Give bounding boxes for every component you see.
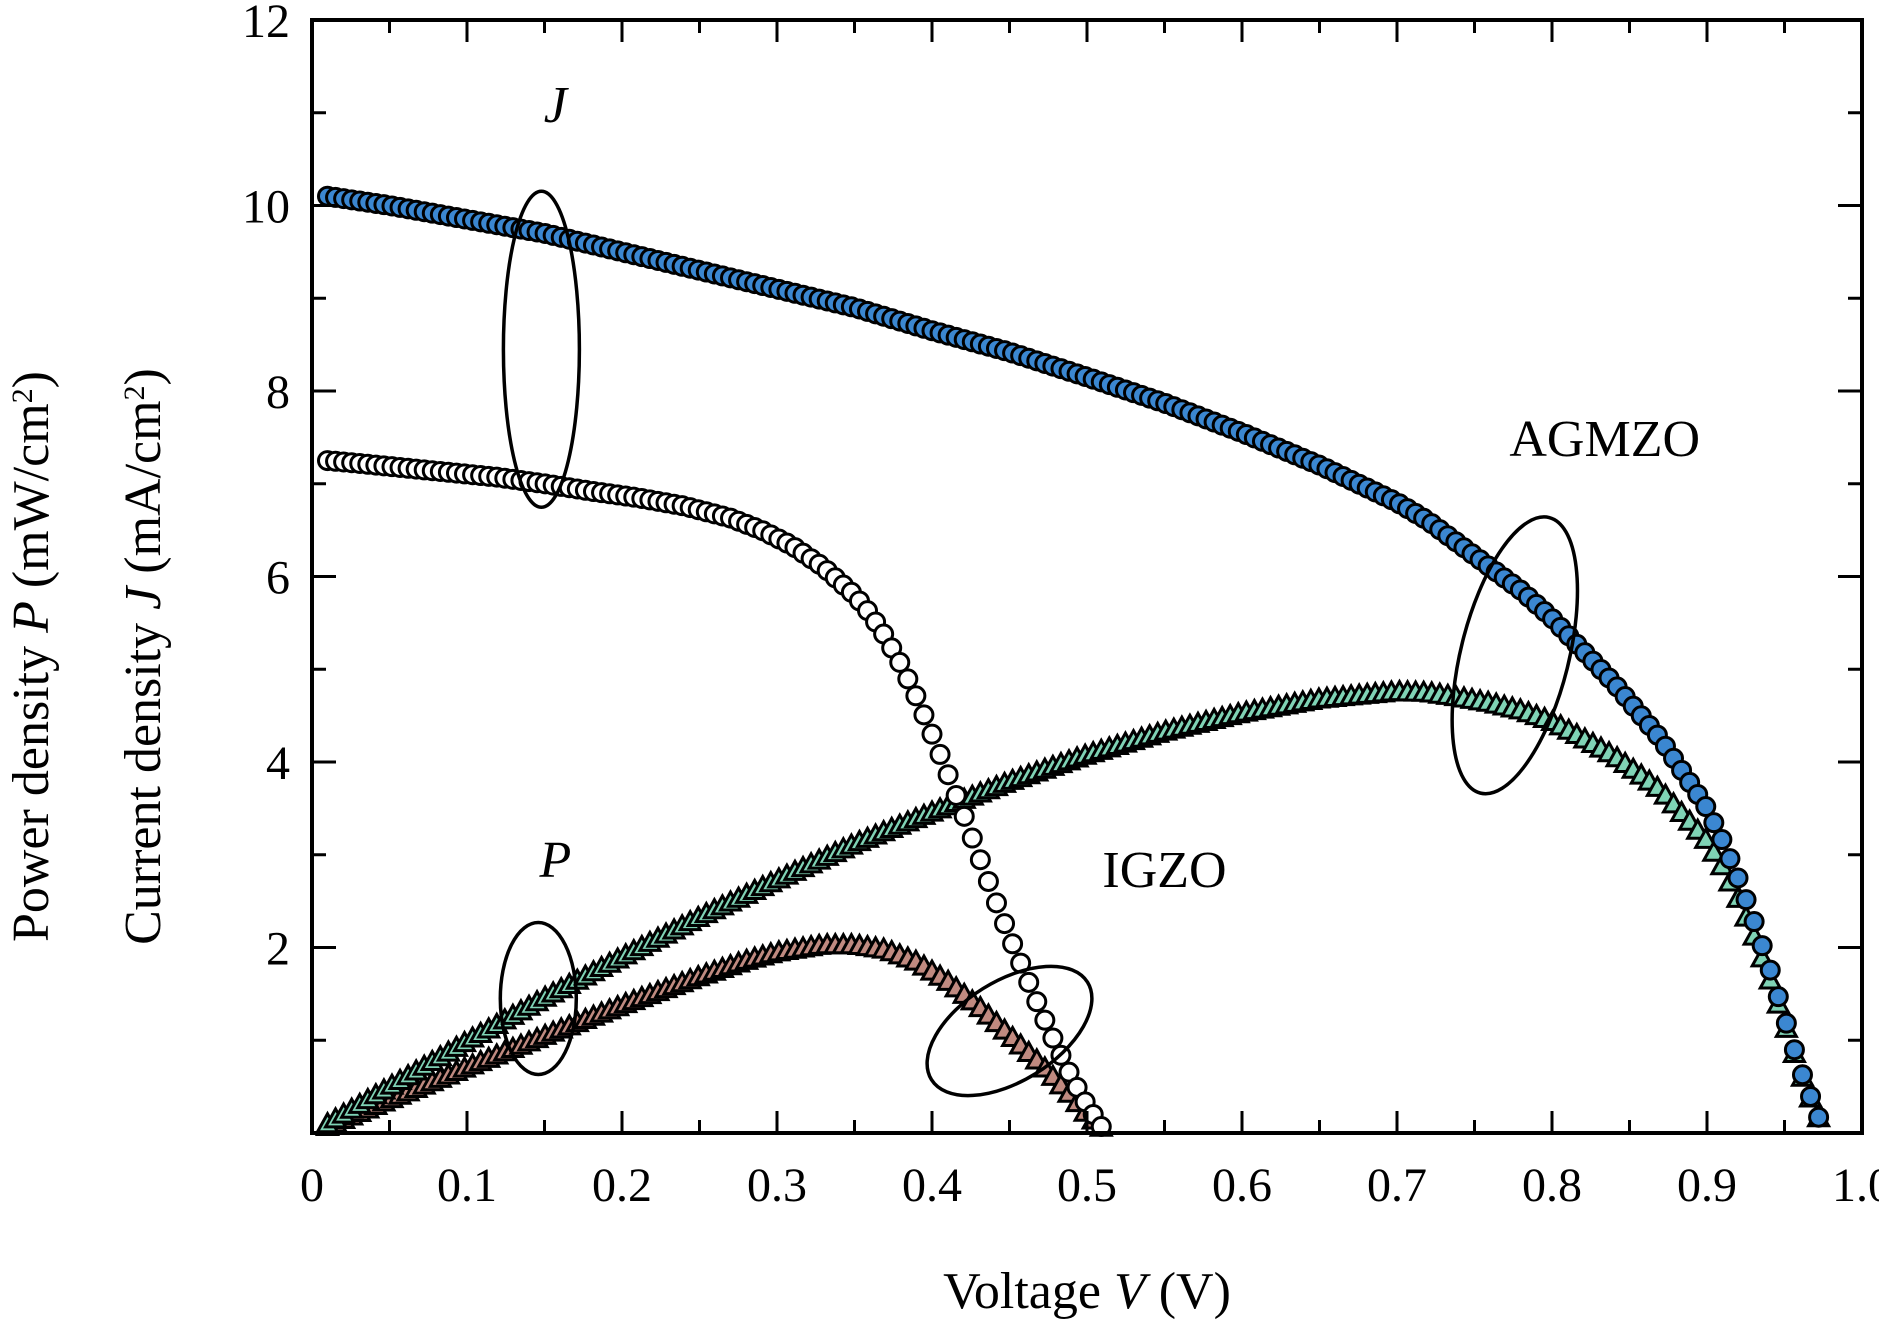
y-tick-label: 6 [266, 552, 290, 605]
data-point [1743, 911, 1765, 933]
x-tick-label: 1.0 [1832, 1159, 1879, 1212]
y-axis-title-sup: 2 [6, 388, 39, 403]
data-point [1759, 959, 1781, 981]
data-point [969, 849, 991, 871]
data-point [953, 805, 975, 827]
annotation-j: J [544, 77, 570, 134]
annotation-p: P [538, 832, 571, 889]
y-axis-title-unit: (mW/cm [3, 403, 60, 601]
annotation-igzo: IGZO [1102, 842, 1226, 899]
series-agmzo-J [317, 185, 1830, 1128]
annotation-ellipse [498, 920, 579, 1077]
x-axis-title-prefix: Voltage [943, 1263, 1114, 1320]
y-tick-label: 2 [266, 923, 290, 976]
y-tick-label: 4 [266, 737, 290, 790]
series-igzo-P [314, 931, 1114, 1137]
data-point [1800, 1085, 1822, 1107]
y-axis-title-prefix: Current density [115, 610, 172, 945]
data-point [977, 870, 999, 892]
y-tick-label: 8 [266, 366, 290, 419]
data-point [1727, 867, 1749, 889]
data-point [1791, 1064, 1813, 1086]
x-tick-label: 0.6 [1212, 1159, 1272, 1212]
data-point [889, 651, 911, 673]
data-point [1783, 1039, 1805, 1061]
data-point [1034, 1009, 1056, 1031]
data-point [1026, 991, 1048, 1013]
annotation-ellipse [501, 189, 582, 510]
data-point [929, 743, 951, 765]
y-axis-title-close: ) [115, 368, 172, 385]
series-igzo-J [317, 450, 1112, 1138]
x-tick-label: 0.8 [1522, 1159, 1582, 1212]
annotation-ellipse [1450, 515, 1580, 796]
data-point [913, 704, 935, 726]
y-axis-title-close: ) [3, 371, 60, 388]
data-point [1735, 889, 1757, 911]
y-axis-title-prefix: Power density [3, 633, 60, 942]
data-point [1002, 933, 1024, 955]
annotation-agmzo: AGMZO [1509, 411, 1700, 468]
data-point [1711, 829, 1733, 851]
x-tick-label: 0.9 [1677, 1159, 1737, 1212]
x-tick-label: 0.3 [747, 1159, 807, 1212]
y-tick-label: 12 [242, 0, 290, 48]
y-axis-title-symbol: P [3, 601, 60, 634]
data-point [1751, 935, 1773, 957]
data-point [905, 685, 927, 707]
plot-frame [310, 18, 1864, 1135]
x-tick-label: 0.1 [437, 1159, 497, 1212]
data-point [961, 827, 983, 849]
y-axis-title-symbol: J [115, 584, 172, 610]
data-point [1719, 848, 1741, 870]
y-axis-title-2: Current density J (mA/cm2) [115, 368, 172, 945]
data-point [921, 723, 943, 745]
x-tick-label: 0.7 [1367, 1159, 1427, 1212]
data-point [1701, 839, 1727, 862]
x-axis-title-suffix: (V) [1146, 1263, 1231, 1320]
data-point [945, 784, 967, 806]
y-axis-title-unit: (mA/cm [115, 400, 172, 586]
x-tick-label: 0.4 [902, 1159, 962, 1212]
data-point [985, 892, 1007, 914]
data-point [994, 913, 1016, 935]
y-axis-title-sup: 2 [118, 385, 151, 400]
annotation-ellipse [925, 964, 1094, 1098]
x-tick-label: 0.5 [1057, 1159, 1117, 1212]
data-point [1042, 1027, 1064, 1049]
y-tick-label: 10 [242, 181, 290, 234]
x-axis-title-symbol: V [1114, 1263, 1151, 1320]
data-point [1018, 971, 1040, 993]
data-point [1703, 812, 1725, 834]
data-point [1775, 1012, 1797, 1034]
axis-layer: 0 0.1 0.2 0.3 0.4 0.5 0.6 0.7 0.8 0.9 1.0 2 4 6 8 10 12 V… [3, 0, 1879, 1320]
data-point [1767, 986, 1789, 1008]
annotation-layer: J P AGMZO IGZO [498, 77, 1700, 1098]
y-axis-title-1: Power density P (mW/cm2) [3, 371, 60, 942]
data-point [1808, 1106, 1830, 1128]
x-tick-label: 0.2 [592, 1159, 652, 1212]
data-point [1693, 826, 1719, 849]
x-tick-label: 0 [300, 1159, 324, 1212]
data-point [1695, 796, 1717, 818]
series-layer [314, 185, 1832, 1138]
data-point [897, 668, 919, 690]
x-axis-title: Voltage V (V) [943, 1263, 1231, 1320]
data-point [937, 764, 959, 786]
